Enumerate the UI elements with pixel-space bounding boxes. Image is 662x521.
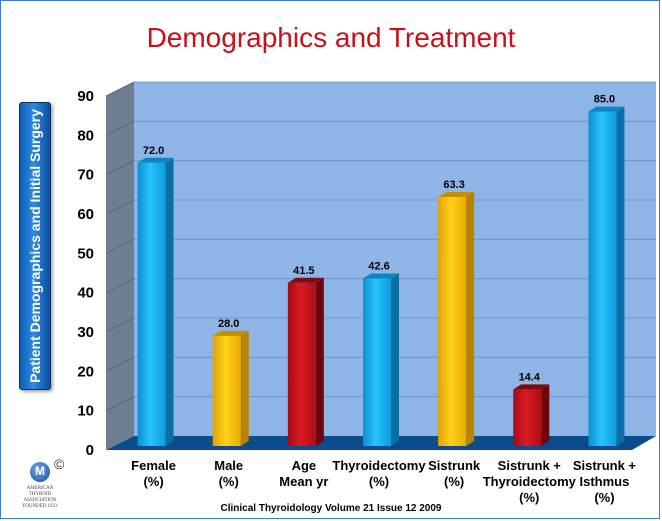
bar (363, 273, 399, 446)
bar-top (287, 277, 324, 283)
gridline-side (105, 396, 135, 412)
bar (513, 384, 550, 446)
category-label-line: Mean yr (279, 474, 328, 489)
category-label-line: (%) (594, 490, 614, 505)
data-label: 42.6 (368, 260, 389, 272)
category-label-line: (%) (143, 474, 163, 489)
logo-mark: M (35, 464, 45, 478)
footer-citation: Clinical Thyroidology Volume 21 Issue 12… (220, 503, 442, 514)
bar-side (466, 192, 475, 446)
logo-emblem: M (30, 462, 50, 482)
y-axis-ticks: 0 10 20 30 40 50 60 70 80 90 (77, 88, 94, 459)
category-label: Thyroidectomy (%) (332, 458, 426, 489)
data-label: 14.4 (519, 371, 541, 383)
bar-side (616, 106, 625, 447)
bar-front (137, 162, 166, 447)
bar-side (240, 330, 249, 446)
category-label: Sistrunk + Thyroidectomy (%) (483, 458, 577, 505)
bar-front (438, 197, 467, 446)
ata-logo: M © AMERICAN THYROID ASSOCIATION FOUNDED… (14, 456, 70, 516)
gridline-side (105, 160, 135, 176)
logo-text: AMERICAN THYROID ASSOCIATION FOUNDED 192… (22, 486, 58, 509)
category-label-line: Sistrunk + (573, 458, 637, 473)
bar-front (287, 282, 316, 446)
bar-side (391, 273, 399, 446)
bar-front (513, 389, 542, 446)
y-tick-label: 20 (77, 363, 94, 380)
category-label-line: (%) (519, 490, 539, 505)
category-label-line: Isthmus (580, 474, 630, 489)
bar-top (363, 273, 399, 279)
category-label: Female (%) (131, 458, 176, 489)
bar-front (588, 111, 617, 447)
category-label: Male (%) (214, 458, 243, 489)
category-label-line: Sistrunk (428, 458, 481, 473)
bar (137, 157, 174, 447)
bars (137, 106, 625, 447)
bar (588, 106, 625, 447)
bar (287, 277, 324, 446)
data-label: 72.0 (143, 145, 164, 157)
category-label: Sistrunk (%) (428, 458, 481, 489)
bar-top (137, 157, 174, 163)
bar-side (165, 157, 174, 447)
category-label-line: (%) (444, 474, 464, 489)
y-axis-label: Patient Demographics and Initial Surgery (27, 109, 43, 383)
bar-top (438, 192, 475, 198)
bar-front (212, 335, 241, 446)
y-tick-label: 90 (77, 88, 94, 105)
y-tick-label: 50 (77, 245, 94, 262)
category-labels: Female (%)Male (%)Age Mean yrThyroidectomy(… (131, 458, 636, 505)
bar-front (363, 278, 391, 446)
y-tick-label: 80 (77, 127, 94, 144)
bar-top (588, 106, 625, 112)
gridline-side (105, 356, 135, 372)
category-label-line: Female (131, 458, 176, 473)
data-label: 41.5 (293, 265, 314, 277)
category-label-line: Age (292, 458, 317, 473)
gridline-side (105, 278, 135, 294)
chart-title: Demographics and Treatment (146, 22, 516, 53)
category-label-line: Sistrunk + (498, 458, 562, 473)
y-tick-label: 60 (77, 206, 94, 223)
y-tick-label: 70 (77, 167, 94, 184)
copyright-symbol: © (54, 456, 65, 472)
bar (438, 192, 475, 446)
data-labels: 72.0 28.0 41.5 42.6 63.3 14.4 85.0 (143, 94, 615, 384)
bar (212, 330, 249, 446)
category-label-line: (%) (219, 474, 239, 489)
bar-side (541, 384, 550, 446)
y-tick-label: 40 (77, 285, 94, 302)
gridline-side (105, 120, 135, 136)
data-label: 63.3 (443, 179, 464, 191)
category-label-line: Thyroidectomy (483, 474, 577, 489)
y-tick-label: 0 (86, 442, 94, 459)
category-label: Age Mean yr (279, 458, 328, 489)
data-label: 85.0 (594, 94, 615, 106)
y-axis-label-box: Patient Demographics and Initial Surgery (19, 102, 51, 390)
y-tick-label: 10 (77, 403, 94, 420)
y-tick-label: 30 (77, 324, 94, 341)
plot-side-wall (106, 82, 134, 450)
bar-top (513, 384, 550, 390)
category-label-line: (%) (369, 474, 389, 489)
data-label: 28.0 (218, 318, 239, 330)
gridline-side (105, 81, 135, 97)
gridline-side (105, 199, 135, 215)
gridline-side (105, 317, 135, 333)
bar-top (212, 330, 249, 336)
bar-side (315, 277, 324, 446)
category-label-line: Male (214, 458, 243, 473)
category-label: Sistrunk + Isthmus (%) (573, 458, 637, 505)
gridline-side (105, 238, 135, 254)
category-label-line: Thyroidectomy (332, 458, 426, 473)
